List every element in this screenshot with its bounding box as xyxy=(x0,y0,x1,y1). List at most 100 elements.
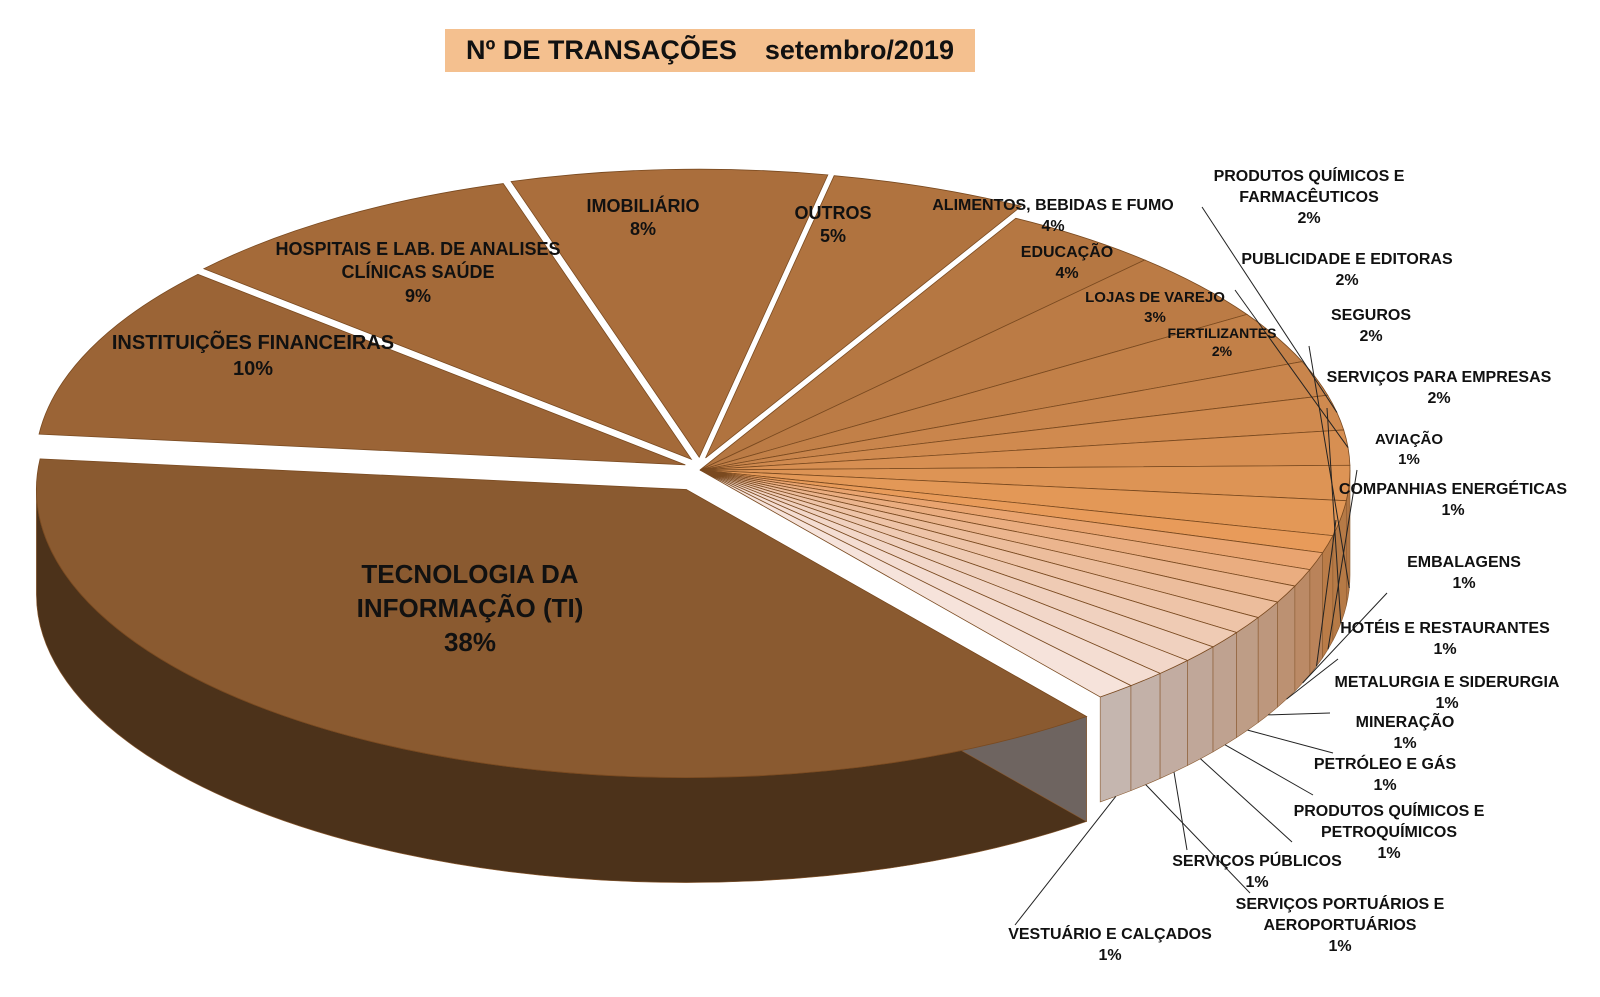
slice-label: TECNOLOGIA DA INFORMAÇÃO (TI) 38% xyxy=(305,558,635,659)
slice-side xyxy=(1212,631,1237,753)
slice-value: 9% xyxy=(404,285,431,306)
leader-line xyxy=(1173,771,1188,851)
slice-label: SERVIÇOS PARA EMPRESAS 2% xyxy=(1319,368,1559,410)
chart-title: Nº DE TRANSAÇÕES xyxy=(466,35,737,65)
slice-side xyxy=(1187,646,1214,766)
slice-label: MINERAÇÃO 1% xyxy=(1325,713,1485,755)
slice-name: PETRÓLEO E GÁS xyxy=(1313,756,1457,773)
slice-label: EDUCAÇÃO 4% xyxy=(987,243,1147,285)
slice-name: AVIAÇÃO xyxy=(1374,431,1444,448)
leader-line xyxy=(1014,796,1117,926)
slice-name: EDUCAÇÃO xyxy=(1020,244,1114,261)
slice-side xyxy=(1099,685,1132,803)
slice-value: 1% xyxy=(1441,501,1465,519)
slice-name: ALIMENTOS, BEBIDAS E FUMO xyxy=(932,197,1174,214)
slice-value: 1% xyxy=(1373,776,1397,794)
leader-line xyxy=(1200,758,1293,843)
slice-name: MINERAÇÃO xyxy=(1355,714,1455,731)
slice-label: INSTITUIÇÕES FINANCEIRAS 10% xyxy=(83,330,423,382)
slice-name: HOSPITAIS E LAB. DE ANALISES CLÍNICAS SA… xyxy=(275,239,561,283)
slice-label: IMOBILIÁRIO 8% xyxy=(543,195,743,242)
slice-label: VESTUÁRIO E CALÇADOS 1% xyxy=(995,925,1225,967)
slice-value: 4% xyxy=(1055,264,1079,282)
slice-name: INSTITUIÇÕES FINANCEIRAS xyxy=(111,332,395,354)
slice-value: 1% xyxy=(1393,734,1417,752)
leader-line xyxy=(1145,784,1251,894)
slice-label: SERVIÇOS PÚBLICOS 1% xyxy=(1167,852,1347,894)
chart-subtitle: setembro/2019 xyxy=(764,35,954,65)
slice-label: SEGUROS 2% xyxy=(1301,306,1441,348)
slice-label: HOTÉIS E RESTAURANTES 1% xyxy=(1330,619,1560,661)
slice-label: OUTROS 5% xyxy=(733,202,933,249)
slice-value: 2% xyxy=(1297,209,1321,227)
slice-side xyxy=(1257,601,1278,724)
slice-value: 2% xyxy=(1211,343,1233,360)
slice-label: PUBLICIDADE E EDITORAS 2% xyxy=(1227,250,1467,292)
slice-value: 2% xyxy=(1335,271,1359,289)
slice xyxy=(699,469,1132,698)
slice-label: FERTILIZANTES 2% xyxy=(1147,324,1297,360)
leader-line xyxy=(1247,729,1334,754)
slice-value: 1% xyxy=(1435,694,1459,712)
title-box: Nº DE TRANSAÇÕES setembro/2019 xyxy=(445,29,975,72)
slice-name: LOJAS DE VAREJO xyxy=(1085,289,1225,306)
slice xyxy=(36,458,1088,778)
slice-value: 5% xyxy=(819,226,846,247)
slice-value: 38% xyxy=(443,626,497,657)
leader-line xyxy=(1286,658,1339,700)
slice-label: LOJAS DE VAREJO 3% xyxy=(1065,288,1245,327)
slice-side xyxy=(1294,568,1311,692)
slice-label: COMPANHIAS ENERGÉTICAS 1% xyxy=(1328,480,1578,522)
slice-value: 2% xyxy=(1427,389,1451,407)
slice-name: PRODUTOS QUÍMICOS E FARMACÊUTICOS xyxy=(1213,168,1405,206)
slice-label: PRODUTOS QUÍMICOS E FARMACÊUTICOS 2% xyxy=(1194,167,1424,229)
slice xyxy=(510,168,829,459)
slice-name: SEGUROS xyxy=(1330,307,1411,324)
slice-value: 3% xyxy=(1144,308,1166,326)
slice-name: FERTILIZANTES xyxy=(1167,325,1277,341)
slice-name: SERVIÇOS PÚBLICOS xyxy=(1172,853,1342,870)
slice-side xyxy=(1277,585,1296,708)
leader-line xyxy=(1308,345,1350,589)
slice-side xyxy=(1130,672,1161,792)
slice-label: AVIAÇÃO 1% xyxy=(1349,430,1469,469)
slice-name: OUTROS xyxy=(794,203,872,223)
slice-name: PRODUTOS QUÍMICOS E PETROQUÍMICOS xyxy=(1293,803,1485,841)
slice-label: EMBALAGENS 1% xyxy=(1379,553,1549,595)
slice-name: VESTUÁRIO E CALÇADOS xyxy=(1008,926,1212,943)
slice-name: METALURGIA E SIDERURGIA xyxy=(1334,674,1560,691)
slice-name: EMBALAGENS xyxy=(1407,554,1521,571)
slice-name: TECNOLOGIA DA INFORMAÇÃO (TI) xyxy=(356,559,584,623)
slice xyxy=(705,175,1023,459)
slice-value: 1% xyxy=(1433,640,1457,658)
leader-line xyxy=(1316,519,1337,667)
leader-line xyxy=(1234,289,1349,448)
slice-label: HOSPITAIS E LAB. DE ANALISES CLÍNICAS SA… xyxy=(268,238,568,308)
slice-value: 1% xyxy=(1398,450,1420,468)
leader-line xyxy=(1302,592,1388,684)
slice-name: SERVIÇOS PORTUÁRIOS E AEROPORTUÁRIOS xyxy=(1235,896,1445,934)
slice-name: HOTÉIS E RESTAURANTES xyxy=(1340,620,1550,637)
leader-line xyxy=(1224,744,1314,796)
slice-value: 8% xyxy=(629,219,656,240)
slice-name: IMOBILIÁRIO xyxy=(586,196,700,216)
slice-value: 1% xyxy=(1377,844,1401,862)
slice-side xyxy=(1236,616,1259,739)
slice-side xyxy=(1159,660,1188,779)
leader-line xyxy=(1327,469,1358,650)
slice-side xyxy=(1309,551,1323,676)
slice-value: 4% xyxy=(1041,217,1065,235)
slice-label: PRODUTOS QUÍMICOS E PETROQUÍMICOS 1% xyxy=(1284,802,1494,864)
slice-name: SERVIÇOS PARA EMPRESAS xyxy=(1326,369,1552,386)
slice-value: 1% xyxy=(1098,946,1122,964)
leader-line xyxy=(1268,712,1331,716)
slice-label: PETRÓLEO E GÁS 1% xyxy=(1305,755,1465,797)
slice-name: PUBLICIDADE E EDITORAS xyxy=(1241,251,1453,268)
slice-value: 10% xyxy=(232,358,274,380)
slice-name: COMPANHIAS ENERGÉTICAS xyxy=(1338,481,1568,498)
slice-label: ALIMENTOS, BEBIDAS E FUMO 4% xyxy=(923,196,1183,238)
slice-label: METALURGIA E SIDERURGIA 1% xyxy=(1322,673,1572,715)
slice xyxy=(202,183,693,461)
